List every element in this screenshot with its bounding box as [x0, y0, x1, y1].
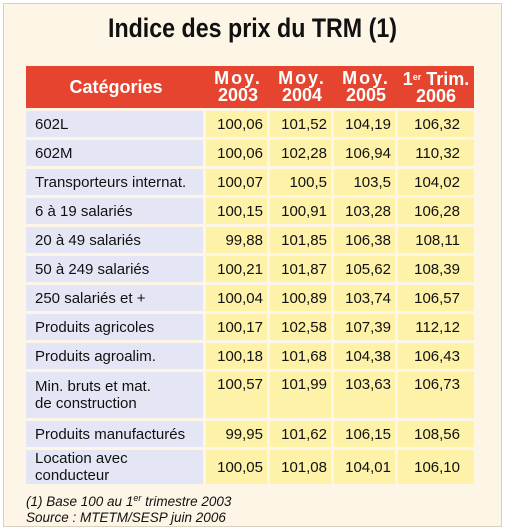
value-2004: 101,87 — [270, 256, 334, 282]
value-2006: 106,43 — [398, 343, 474, 369]
row-label: 602L — [26, 111, 206, 137]
table-row: 250 salariés et + 100,04 100,89 103,74 1… — [26, 285, 474, 311]
header-2005-line2: 2005 — [345, 85, 387, 105]
value-2003: 100,06 — [206, 140, 270, 166]
value-2003: 100,18 — [206, 343, 270, 369]
row-label-line2: de construction — [35, 395, 137, 412]
value-2006: 106,10 — [398, 450, 474, 484]
value-2006: 108,56 — [398, 421, 474, 447]
source-note: Source : MTETM/SESP juin 2006 — [26, 510, 226, 525]
row-label: 50 à 249 salariés — [26, 256, 206, 282]
value-2006: 104,02 — [398, 169, 474, 195]
table-row: 6 à 19 salariés 100,15 100,91 103,28 106… — [26, 198, 474, 224]
header-trim-sup: er — [412, 72, 422, 82]
value-2003: 100,21 — [206, 256, 270, 282]
value-2004: 101,52 — [270, 111, 334, 137]
header-trim-line2: 2006 — [415, 86, 457, 106]
value-2003: 100,15 — [206, 198, 270, 224]
base-note-sup: er — [133, 493, 142, 503]
row-label: Location avec conducteur — [26, 450, 206, 484]
value-2005: 103,74 — [334, 285, 398, 311]
header-2004: Moy. 2004 — [270, 66, 334, 108]
table-row: Produits manufacturés 99,95 101,62 106,1… — [26, 421, 474, 447]
table-row: 602L 100,06 101,52 104,19 106,32 — [26, 111, 474, 137]
value-2004: 101,85 — [270, 227, 334, 253]
value-2006: 108,11 — [398, 227, 474, 253]
value-2003: 100,05 — [206, 450, 270, 484]
table-row: Transporteurs internat. 100,07 100,5 103… — [26, 169, 474, 195]
table-row: 20 à 49 salariés 99,88 101,85 106,38 108… — [26, 227, 474, 253]
value-2005: 103,28 — [334, 198, 398, 224]
value-2003: 100,17 — [206, 314, 270, 340]
header-trim-line1: Trim. — [426, 69, 470, 89]
value-2005: 103,5 — [334, 169, 398, 195]
row-label: Min. bruts et mat. de construction — [26, 372, 206, 418]
value-2006: 106,73 — [398, 372, 474, 418]
row-label: Produits agroalim. — [26, 343, 206, 369]
header-trim-2006: 1er Trim. 2006 — [398, 66, 474, 108]
base-note-suffix: trimestre 2003 — [141, 494, 232, 509]
row-label: 250 salariés et + — [26, 285, 206, 311]
value-2003: 99,88 — [206, 227, 270, 253]
figure-title: Indice des prix du TRM (1) — [107, 13, 397, 43]
table-row: Produits agricoles 100,17 102,58 107,39 … — [26, 314, 474, 340]
header-2004-line2: 2004 — [281, 85, 323, 105]
row-label: 6 à 19 salariés — [26, 198, 206, 224]
header-categories: Catégories — [26, 66, 206, 108]
header-trim-prefix: 1 — [402, 69, 413, 89]
value-2005: 104,01 — [334, 450, 398, 484]
value-2004: 101,99 — [270, 372, 334, 418]
value-2006: 112,12 — [398, 314, 474, 340]
row-label: Produits agricoles — [26, 314, 206, 340]
value-2005: 106,38 — [334, 227, 398, 253]
value-2005: 107,39 — [334, 314, 398, 340]
value-2003: 100,57 — [206, 372, 270, 418]
header-2003: Moy. 2003 — [206, 66, 270, 108]
header-2005: Moy. 2005 — [334, 66, 398, 108]
value-2004: 100,91 — [270, 198, 334, 224]
table-row: Location avec conducteur 100,05 101,08 1… — [26, 450, 474, 484]
value-2006: 106,57 — [398, 285, 474, 311]
value-2006: 108,39 — [398, 256, 474, 282]
value-2004: 102,28 — [270, 140, 334, 166]
value-2004: 101,62 — [270, 421, 334, 447]
value-2004: 102,58 — [270, 314, 334, 340]
row-label: 602M — [26, 140, 206, 166]
value-2006: 110,32 — [398, 140, 474, 166]
table-row: 50 à 249 salariés 100,21 101,87 105,62 1… — [26, 256, 474, 282]
value-2006: 106,28 — [398, 198, 474, 224]
header-2004-line1: Moy. — [278, 68, 326, 88]
row-label: Produits manufacturés — [26, 421, 206, 447]
value-2003: 100,06 — [206, 111, 270, 137]
table-row: Min. bruts et mat. de construction 100,5… — [26, 372, 474, 418]
value-2004: 100,5 — [270, 169, 334, 195]
table-row: Produits agroalim. 100,18 101,68 104,38 … — [26, 343, 474, 369]
value-2005: 106,94 — [334, 140, 398, 166]
value-2005: 103,63 — [334, 372, 398, 418]
header-2003-line1: Moy. — [214, 68, 262, 88]
base-note: (1) Base 100 au 1er trimestre 2003 — [26, 490, 231, 510]
value-2005: 105,62 — [334, 256, 398, 282]
base-note-prefix: (1) Base 100 au 1 — [26, 494, 134, 509]
table-row: 602M 100,06 102,28 106,94 110,32 — [26, 140, 474, 166]
value-2005: 104,38 — [334, 343, 398, 369]
header-2005-line1: Moy. — [342, 68, 390, 88]
value-2004: 101,68 — [270, 343, 334, 369]
value-2003: 99,95 — [206, 421, 270, 447]
table-header-row: Catégories Moy. 2003 Moy. 2004 Moy. 2005… — [26, 66, 474, 108]
value-2005: 104,19 — [334, 111, 398, 137]
figure-frame: Indice des prix du TRM (1) Catégories Mo… — [3, 3, 502, 527]
value-2003: 100,04 — [206, 285, 270, 311]
row-label: Transporteurs internat. — [26, 169, 206, 195]
value-2004: 100,89 — [270, 285, 334, 311]
value-2004: 101,08 — [270, 450, 334, 484]
row-label-line1: Min. bruts et mat. — [35, 378, 151, 395]
value-2006: 106,32 — [398, 111, 474, 137]
row-label: 20 à 49 salariés — [26, 227, 206, 253]
header-2003-line2: 2003 — [217, 85, 259, 105]
value-2005: 106,15 — [334, 421, 398, 447]
footnotes: (1) Base 100 au 1er trimestre 2003 Sourc… — [26, 490, 231, 526]
value-2003: 100,07 — [206, 169, 270, 195]
price-index-table: Catégories Moy. 2003 Moy. 2004 Moy. 2005… — [26, 63, 474, 487]
